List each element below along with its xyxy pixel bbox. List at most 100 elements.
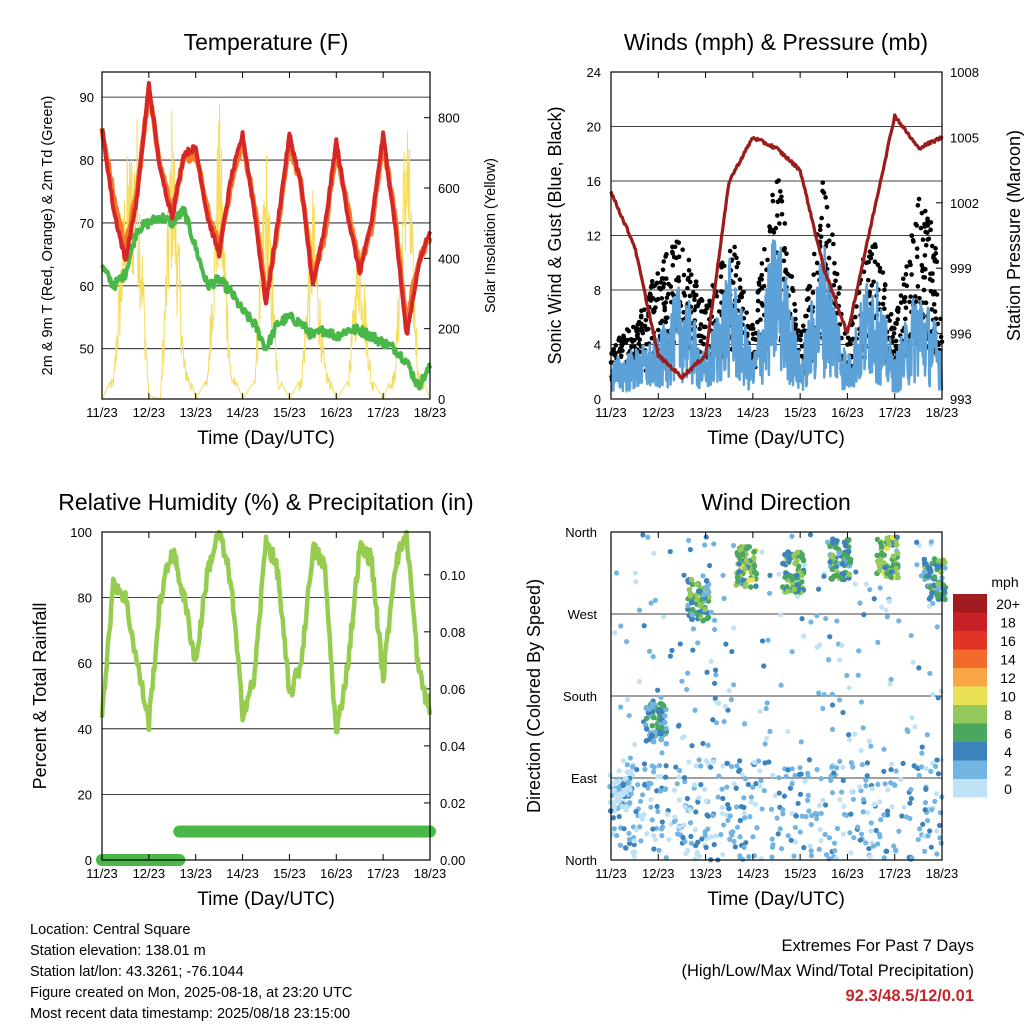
direction-dot xyxy=(818,776,824,782)
x-tick-label: 13/23 xyxy=(179,405,212,420)
gust-dot xyxy=(732,244,737,250)
gust-dot xyxy=(770,192,775,198)
gust-dot xyxy=(792,301,797,307)
gust-dot xyxy=(826,255,832,261)
direction-dot xyxy=(695,611,701,618)
gust-dot xyxy=(696,299,702,305)
direction-dot xyxy=(662,786,668,792)
direction-dot xyxy=(834,825,841,832)
direction-dot xyxy=(769,844,776,850)
gust-dot xyxy=(783,267,789,273)
gust-dot xyxy=(875,262,881,267)
direction-dot xyxy=(916,772,922,779)
direction-dot xyxy=(705,598,712,604)
direction-dot xyxy=(888,574,894,580)
direction-dot xyxy=(789,649,795,655)
direction-dot xyxy=(626,800,633,806)
direction-dot xyxy=(711,617,718,623)
direction-dot xyxy=(689,616,695,622)
gust-dot xyxy=(919,262,925,268)
gust-dot xyxy=(915,203,921,208)
direction-dot xyxy=(726,805,732,812)
gust-dot xyxy=(655,271,661,276)
y-tick-label: 90 xyxy=(80,90,94,105)
direction-dot xyxy=(734,824,741,830)
direction-dot xyxy=(747,814,753,820)
gust-dot xyxy=(761,283,767,289)
direction-dot xyxy=(751,562,758,569)
direction-dot xyxy=(652,597,659,603)
gust-dot xyxy=(818,234,824,240)
direction-dot xyxy=(780,807,786,813)
panel-4: Wind DirectionNorthEastSouthWestNorth11/… xyxy=(524,489,958,910)
direction-dot xyxy=(864,760,871,766)
direction-dot xyxy=(651,846,657,852)
direction-dot xyxy=(732,844,738,850)
direction-dot xyxy=(721,595,727,602)
direction-dot xyxy=(799,813,805,819)
direction-dot xyxy=(676,824,683,830)
direction-dot xyxy=(757,768,763,774)
direction-dot xyxy=(673,764,679,770)
gust-dot xyxy=(704,305,710,311)
direction-dot xyxy=(827,559,833,565)
direction-dot xyxy=(643,726,650,732)
direction-dot xyxy=(844,672,850,679)
direction-dot xyxy=(925,833,931,839)
gust-dot xyxy=(655,296,661,302)
direction-dot xyxy=(750,834,756,840)
direction-dot xyxy=(834,538,840,544)
direction-dot xyxy=(847,830,853,836)
direction-dot xyxy=(807,843,813,849)
legend-label: 4 xyxy=(1004,744,1012,760)
direction-dot xyxy=(736,561,742,567)
gust-dot xyxy=(911,239,916,244)
y-right-tick-label: 1002 xyxy=(950,196,979,211)
gust-dot xyxy=(909,272,914,277)
gust-dot xyxy=(867,249,873,255)
direction-dot xyxy=(748,794,754,800)
gust-dot xyxy=(739,294,745,300)
gust-dot xyxy=(909,233,915,238)
gust-dot xyxy=(681,290,687,296)
direction-dot xyxy=(890,553,897,560)
legend-label: 0 xyxy=(1004,781,1012,797)
direction-dot xyxy=(829,726,836,733)
direction-dot xyxy=(690,647,696,653)
gust-dot xyxy=(887,318,892,323)
direction-dot xyxy=(719,804,725,811)
x-tick-label: 17/23 xyxy=(878,866,911,881)
direction-dot xyxy=(778,682,784,688)
gust-dot xyxy=(626,328,632,334)
gust-dot xyxy=(877,269,883,274)
direction-dot xyxy=(641,761,648,767)
direction-dot xyxy=(863,783,869,789)
gust-dot xyxy=(885,314,891,320)
direction-dot xyxy=(889,804,895,810)
direction-dot xyxy=(850,764,856,770)
station-latlon: Station lat/lon: 43.3261; -76.1044 xyxy=(30,964,244,980)
direction-dot xyxy=(829,566,836,573)
direction-dot xyxy=(667,548,673,555)
direction-dot xyxy=(858,831,865,837)
direction-dot xyxy=(672,814,678,820)
y-tick-label: 0 xyxy=(85,853,92,868)
direction-dot xyxy=(874,552,881,559)
direction-dot xyxy=(700,573,706,579)
y-tick-label: 50 xyxy=(80,342,94,357)
direction-dot xyxy=(727,813,733,819)
direction-dot xyxy=(620,758,627,764)
direction-dot xyxy=(676,723,682,729)
direction-dot xyxy=(640,532,646,538)
gust-dot xyxy=(663,300,669,305)
gust-dot xyxy=(898,300,904,305)
direction-dot xyxy=(646,648,653,654)
gust-dot xyxy=(649,278,655,284)
direction-dot xyxy=(896,828,902,834)
direction-dot xyxy=(922,807,928,813)
direction-dot xyxy=(869,786,875,792)
direction-dot xyxy=(859,761,865,768)
direction-dot xyxy=(638,813,644,819)
direction-dot xyxy=(662,713,668,719)
gust-dot xyxy=(848,341,853,347)
